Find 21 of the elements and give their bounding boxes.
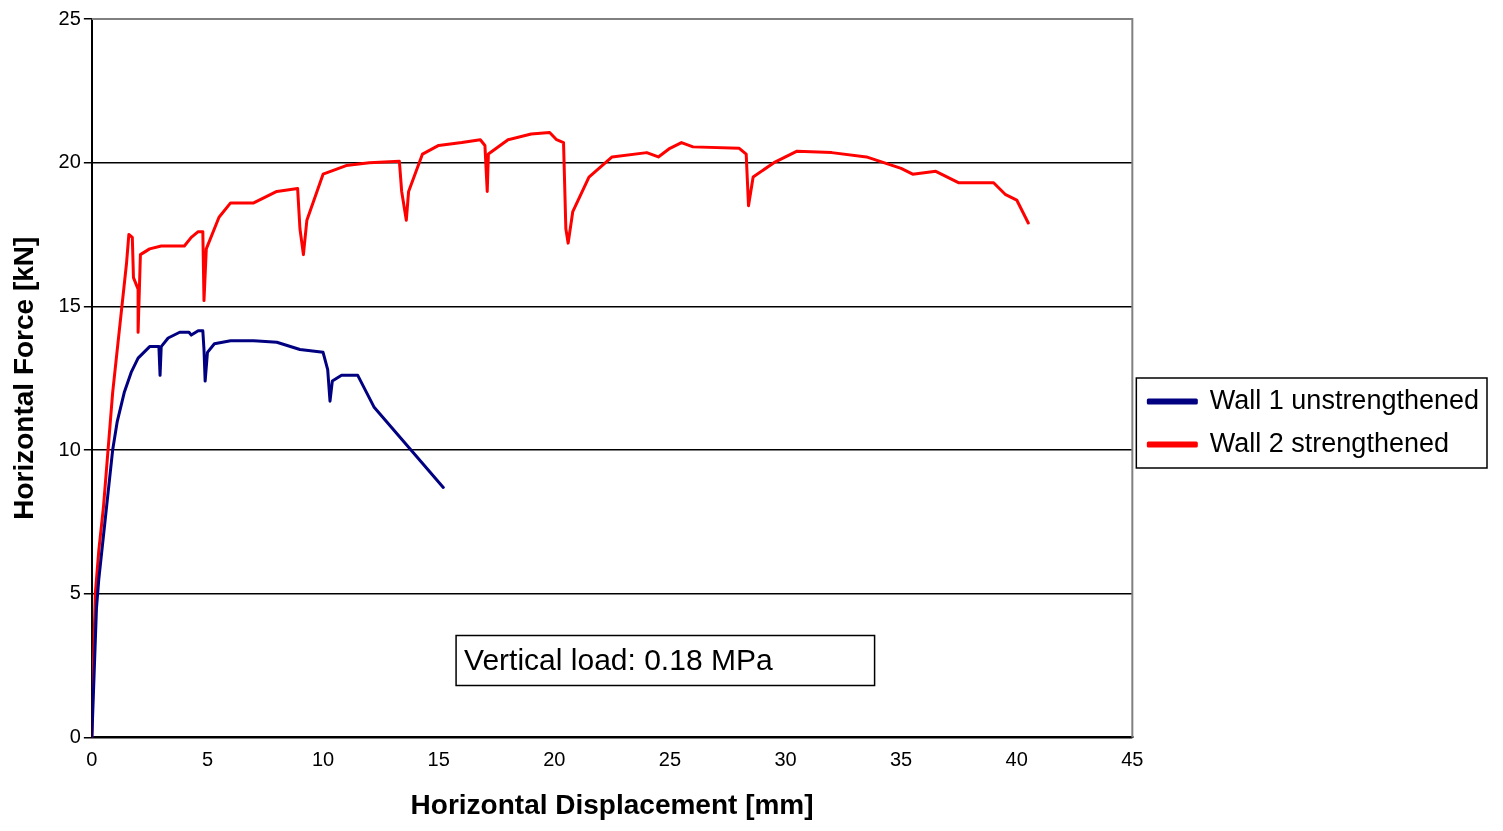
x-tick-label: 45	[1121, 747, 1144, 770]
x-tick-label: 20	[543, 747, 566, 770]
legend-label: Wall 2 strengthened	[1209, 427, 1449, 458]
x-tick-label: 5	[201, 747, 214, 770]
x-tick-label: 40	[1005, 747, 1028, 770]
y-tick-label: 25	[58, 6, 81, 29]
y-tick-label: 10	[58, 437, 81, 460]
x-axis-title: Horizontal Displacement [mm]	[410, 788, 814, 820]
y-tick-label: 15	[58, 293, 81, 316]
annotation: Vertical load: 0.18 MPa	[464, 642, 773, 676]
y-tick-label: 0	[69, 724, 81, 747]
x-tick-label: 10	[311, 747, 335, 770]
x-tick-label: 0	[86, 747, 98, 770]
y-tick-label: 20	[58, 150, 81, 173]
y-axis-title: Horizontal Force [kN]	[7, 236, 39, 520]
legend-label: Wall 1 unstrengthened	[1209, 384, 1479, 415]
y-tick-label: 5	[69, 581, 81, 604]
x-tick-label: 35	[889, 747, 913, 770]
x-tick-label: 15	[427, 747, 450, 770]
x-tick-label: 30	[774, 747, 797, 770]
x-tick-label: 25	[658, 747, 682, 770]
